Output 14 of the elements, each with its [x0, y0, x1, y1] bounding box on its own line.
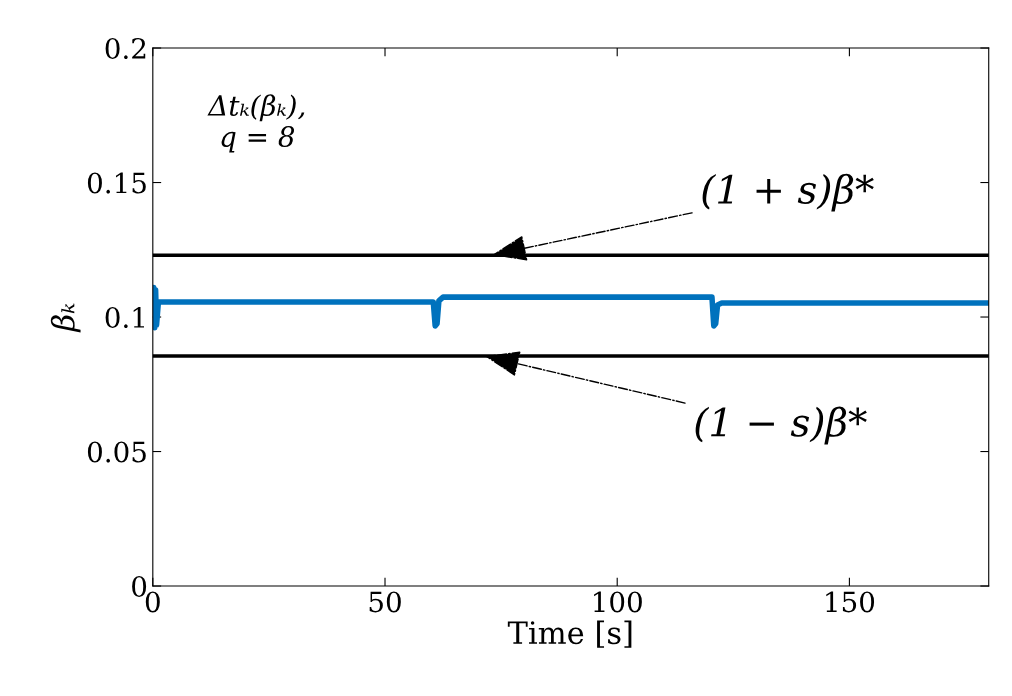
- y-tick-label: 0.1: [105, 306, 145, 328]
- x-tick-label: 100: [594, 591, 642, 613]
- annotation: (1 − s)β*: [695, 406, 867, 445]
- x-axis-title: Time [s]: [507, 620, 632, 648]
- y-tick-label: 0.15: [87, 172, 146, 194]
- y-tick-label: 0.2: [105, 37, 146, 59]
- y-tick-label: 0: [132, 575, 147, 597]
- x-tick-label: 50: [369, 591, 401, 613]
- x-tick-label: 150: [826, 591, 875, 613]
- y-axis-title: βₖ: [50, 303, 81, 333]
- x-tick-label: 0: [145, 591, 160, 613]
- annotation: (1 + s)β*: [702, 173, 874, 212]
- y-tick-label: 0.05: [87, 441, 146, 463]
- annotation: Δtₖ(βₖ), q = 8: [207, 94, 305, 153]
